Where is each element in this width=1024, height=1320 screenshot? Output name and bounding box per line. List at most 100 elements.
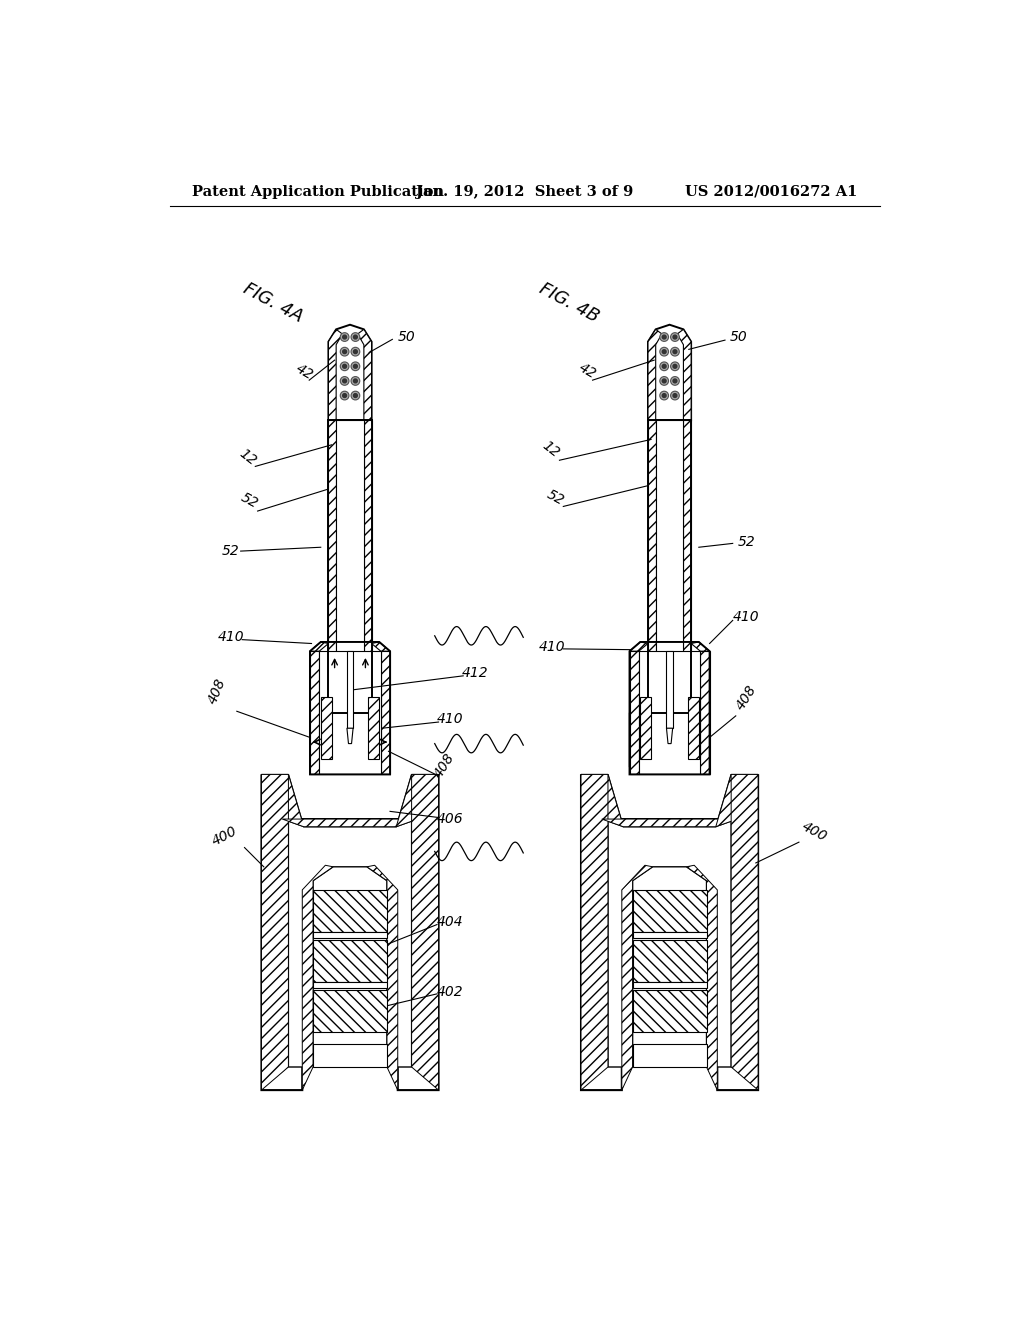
Circle shape: [673, 393, 677, 397]
Polygon shape: [357, 330, 372, 420]
Bar: [648, 420, 691, 713]
Polygon shape: [667, 729, 673, 743]
Circle shape: [672, 334, 678, 341]
Bar: [640, 697, 651, 759]
Circle shape: [672, 378, 678, 384]
Circle shape: [672, 348, 678, 355]
Polygon shape: [329, 325, 372, 420]
Polygon shape: [602, 818, 737, 826]
Polygon shape: [622, 866, 652, 1090]
Text: 412: 412: [462, 665, 488, 680]
Circle shape: [343, 393, 346, 397]
Circle shape: [351, 347, 359, 356]
Polygon shape: [261, 775, 304, 826]
Polygon shape: [283, 818, 418, 826]
Circle shape: [342, 334, 348, 341]
Circle shape: [343, 364, 346, 368]
Circle shape: [659, 333, 669, 342]
Bar: [313, 890, 387, 932]
Text: 50: 50: [397, 330, 415, 345]
Text: 42: 42: [575, 360, 598, 381]
Bar: [633, 982, 707, 989]
Bar: [369, 697, 379, 759]
Text: 52: 52: [545, 487, 566, 508]
Polygon shape: [698, 713, 710, 775]
Circle shape: [671, 333, 679, 342]
Text: 12: 12: [540, 438, 562, 461]
Bar: [633, 890, 707, 932]
Bar: [321, 697, 332, 759]
Circle shape: [673, 379, 677, 383]
Text: 408: 408: [733, 682, 760, 713]
Bar: [683, 420, 691, 713]
Text: US 2012/0016272 A1: US 2012/0016272 A1: [685, 185, 857, 198]
Circle shape: [659, 376, 669, 385]
Circle shape: [663, 335, 666, 339]
Text: 52: 52: [222, 544, 240, 558]
Circle shape: [353, 393, 357, 397]
Circle shape: [662, 392, 668, 399]
Circle shape: [662, 348, 668, 355]
Text: FIG. 4A: FIG. 4A: [240, 280, 306, 326]
Polygon shape: [329, 330, 342, 420]
Text: 410: 410: [437, 711, 464, 726]
Circle shape: [343, 379, 346, 383]
Polygon shape: [321, 657, 379, 713]
Circle shape: [343, 350, 346, 354]
Bar: [313, 982, 387, 989]
Circle shape: [352, 392, 358, 399]
Bar: [633, 1044, 707, 1067]
Bar: [347, 651, 353, 729]
Circle shape: [343, 335, 346, 339]
Polygon shape: [716, 775, 758, 826]
Bar: [319, 651, 381, 775]
Text: 12: 12: [237, 446, 259, 469]
Polygon shape: [731, 775, 758, 1090]
Text: FIG. 4B: FIG. 4B: [537, 280, 602, 326]
Polygon shape: [381, 651, 390, 775]
Polygon shape: [700, 651, 710, 775]
Circle shape: [663, 393, 666, 397]
Text: 410: 410: [217, 631, 244, 644]
Polygon shape: [396, 775, 438, 826]
Bar: [364, 420, 372, 713]
Text: 408: 408: [206, 676, 228, 706]
Circle shape: [352, 378, 358, 384]
Circle shape: [352, 334, 358, 341]
Bar: [633, 940, 707, 982]
Circle shape: [659, 347, 669, 356]
Polygon shape: [329, 660, 372, 713]
Text: Jan. 19, 2012  Sheet 3 of 9: Jan. 19, 2012 Sheet 3 of 9: [416, 185, 634, 198]
Circle shape: [671, 347, 679, 356]
Polygon shape: [412, 775, 438, 1090]
Polygon shape: [310, 713, 321, 775]
Polygon shape: [581, 775, 608, 1090]
Circle shape: [663, 350, 666, 354]
Polygon shape: [648, 330, 662, 420]
Circle shape: [673, 364, 677, 368]
Polygon shape: [581, 775, 624, 826]
Bar: [336, 420, 364, 713]
Text: 408: 408: [432, 750, 458, 780]
Text: Patent Application Publication: Patent Application Publication: [193, 185, 444, 198]
Circle shape: [340, 376, 349, 385]
Circle shape: [671, 362, 679, 371]
Bar: [313, 1044, 387, 1067]
Bar: [655, 420, 683, 713]
Circle shape: [352, 363, 358, 370]
Circle shape: [353, 364, 357, 368]
Text: 402: 402: [437, 985, 464, 998]
Circle shape: [663, 379, 666, 383]
Circle shape: [342, 363, 348, 370]
Bar: [633, 932, 707, 939]
Circle shape: [340, 391, 349, 400]
Circle shape: [351, 333, 359, 342]
Polygon shape: [630, 651, 639, 775]
Bar: [329, 420, 336, 713]
Circle shape: [353, 379, 357, 383]
Text: 400: 400: [800, 820, 829, 845]
Circle shape: [342, 378, 348, 384]
Polygon shape: [677, 330, 691, 420]
Polygon shape: [691, 642, 710, 651]
Bar: [633, 990, 707, 1032]
